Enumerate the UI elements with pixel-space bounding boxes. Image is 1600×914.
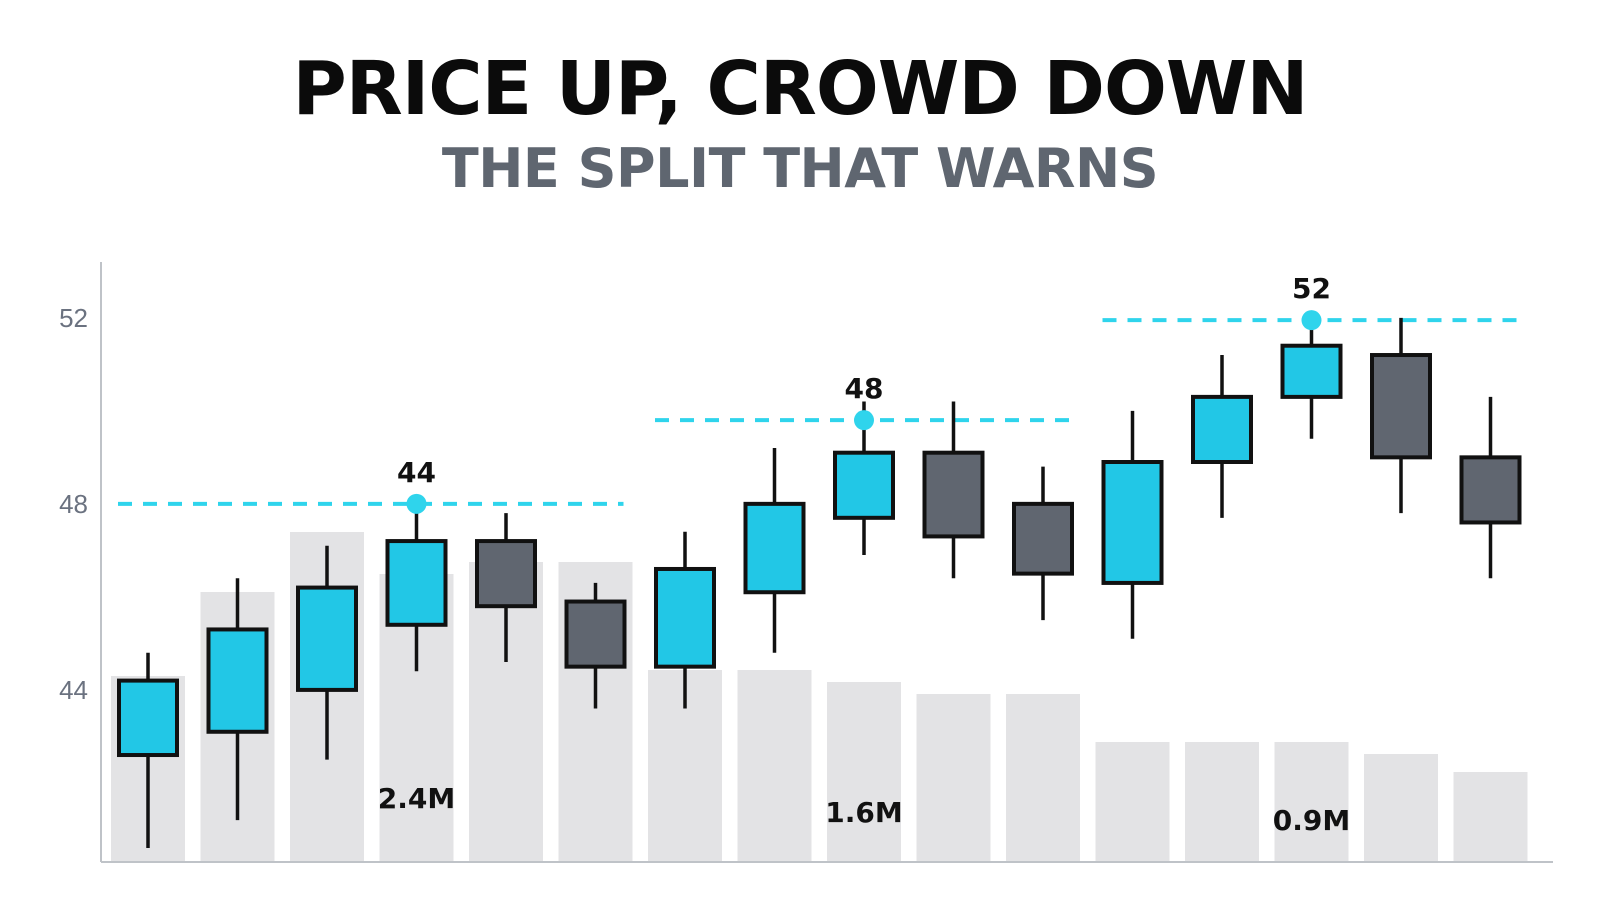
volume-label: 2.4M: [378, 782, 455, 815]
candle-up: [385, 513, 448, 672]
peak-dot: [406, 493, 427, 514]
candle-down: [475, 513, 537, 662]
candle-body: [1101, 460, 1164, 585]
candle-body: [833, 450, 895, 520]
peak-markers: 44 48 52: [397, 272, 1331, 514]
candle-down: [1012, 466, 1074, 621]
volume-bar: [1274, 742, 1349, 862]
chart-subtitle: THE SPLIT THAT WARNS: [441, 137, 1159, 200]
candle-down: [564, 582, 627, 709]
peak-dot: [854, 410, 874, 431]
candle-body: [922, 450, 985, 539]
axes: [100, 262, 1553, 863]
candle-body: [1012, 501, 1074, 576]
candle-down: [1370, 317, 1432, 514]
candle-body: [296, 585, 358, 692]
candle-up: [1101, 410, 1164, 639]
volume-bar: [916, 694, 991, 862]
candle-body: [1459, 455, 1522, 525]
y-tick-label: 52: [59, 303, 88, 333]
volume-bar: [1185, 742, 1259, 862]
candles: [117, 317, 1522, 849]
peak-label: 44: [397, 456, 436, 489]
candle-body: [1280, 343, 1343, 399]
peak-dot: [1301, 310, 1322, 331]
candle-up: [117, 652, 179, 849]
candle-body: [564, 599, 627, 669]
candle-body: [654, 566, 716, 669]
candle-up: [833, 401, 895, 556]
candle-body: [1191, 394, 1253, 465]
volume-labels: 2.4M 1.6M 0.9M: [378, 782, 1350, 837]
y-tick-labels: 44 48 52: [59, 303, 88, 705]
candle-up: [206, 578, 269, 821]
candle-down: [1459, 396, 1522, 579]
volume-bar: [827, 682, 901, 862]
candle-body: [1370, 353, 1432, 460]
volume-bar: [1364, 754, 1438, 862]
candle-up: [654, 531, 716, 709]
y-tick-label: 44: [59, 675, 88, 705]
peak-label: 48: [845, 372, 884, 405]
candle-body: [385, 539, 448, 627]
volume-bar: [1095, 742, 1170, 862]
candle-up: [1280, 317, 1343, 439]
candle-up: [1191, 355, 1253, 518]
volume-bar: [1006, 694, 1080, 862]
candle-body: [206, 627, 269, 734]
chart-title: PRICE UP, CROWD DOWN: [292, 46, 1309, 132]
candle-down: [922, 401, 985, 579]
peak-label: 52: [1292, 272, 1331, 305]
y-tick-label: 48: [59, 489, 88, 519]
candle-body: [743, 501, 806, 595]
candle-body: [475, 539, 537, 609]
volume-bar: [737, 670, 812, 862]
candle-up: [743, 448, 806, 653]
candle-body: [117, 678, 179, 758]
volume-label: 1.6M: [825, 796, 902, 829]
candle-up: [296, 545, 358, 760]
volume-label: 0.9M: [1273, 804, 1350, 837]
volume-bar: [1453, 772, 1528, 862]
